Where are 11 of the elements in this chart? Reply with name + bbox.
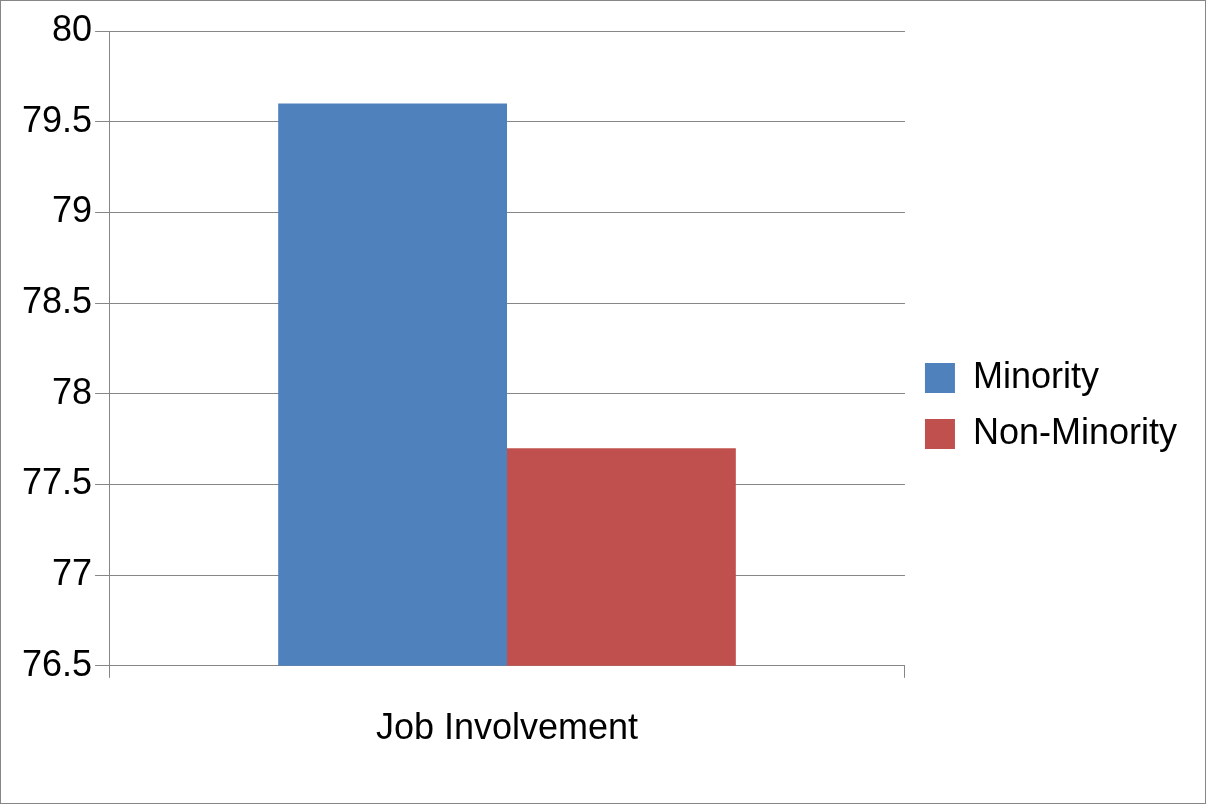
- legend-label: Non-Minority: [972, 410, 1177, 452]
- y-tick-label: 76.5: [21, 642, 93, 684]
- x-tick-label: Job Involvement: [375, 706, 639, 748]
- y-tick-label: 77.5: [21, 461, 93, 503]
- y-tick-label: 80: [52, 7, 93, 49]
- y-tick-label: 77: [52, 552, 93, 594]
- y-tick-label: 79.5: [21, 98, 93, 140]
- y-tick-label: 79: [52, 189, 93, 231]
- y-tick-label: 78: [52, 370, 93, 412]
- y-tick-label: 78.5: [21, 279, 93, 321]
- legend-label: Minority: [972, 354, 1099, 396]
